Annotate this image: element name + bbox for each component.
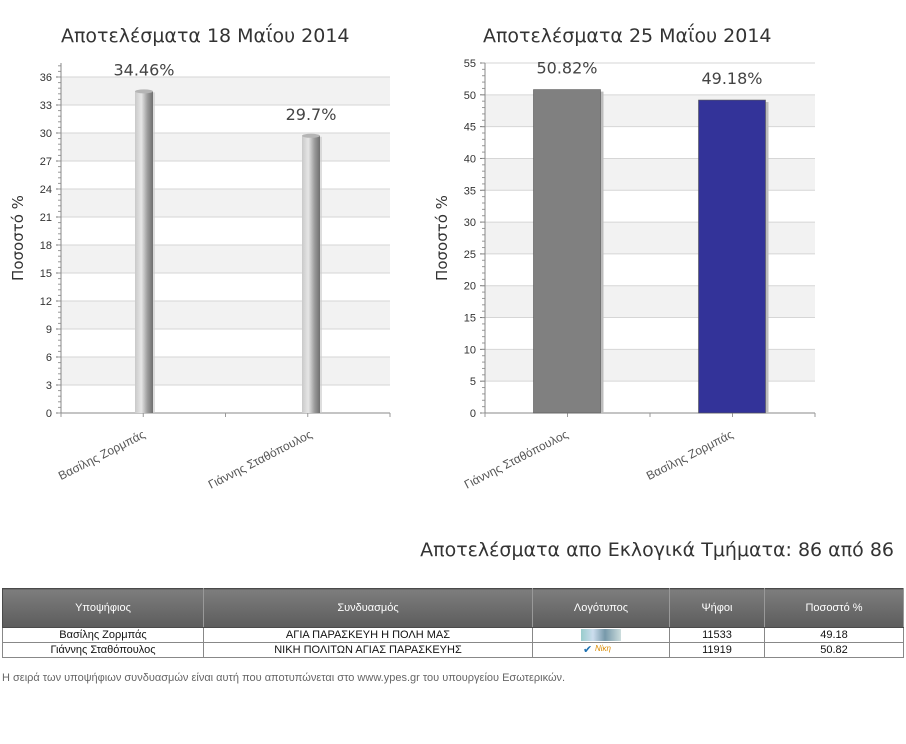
percent-cell: 50.82 — [764, 642, 904, 658]
y-tick-label: 12 — [40, 296, 52, 308]
x-category-label: Βασίλης Ζορμπάς — [644, 427, 736, 483]
y-tick-label: 35 — [464, 185, 476, 197]
y-tick-label: 18 — [40, 240, 52, 252]
plot-band — [61, 273, 390, 301]
bar-cap — [302, 133, 320, 138]
data-label: 29.7% — [286, 105, 337, 124]
plot-band — [61, 385, 390, 413]
y-tick-label: 25 — [464, 249, 476, 261]
plot-band — [61, 161, 390, 189]
y-axis-title: Ποσοστό % — [9, 195, 27, 281]
y-tick-label: 15 — [464, 313, 476, 325]
column-header-votes: Ψήφοι — [669, 588, 765, 628]
y-tick-label: 50 — [464, 90, 476, 102]
y-tick-label: 30 — [464, 217, 476, 229]
y-tick-label: 45 — [464, 122, 476, 134]
y-tick-label: 40 — [464, 153, 476, 165]
column-header-party: Συνδυασμός — [203, 588, 533, 628]
plot-band — [61, 301, 390, 329]
table-row: Βασίλης Ζορμπάς ΑΓΙΑ ΠΑΡΑΣΚΕΥΗ Η ΠΟΛΗ ΜΑ… — [2, 627, 904, 643]
data-label: 50.82% — [536, 59, 597, 78]
y-tick-label: 21 — [40, 212, 52, 224]
results-header-row: Υποψήφιος Συνδυασμός Λογότυπος Ψήφοι Ποσ… — [2, 588, 904, 628]
y-tick-label: 55 — [464, 58, 476, 70]
x-category-label: Βασίλης Ζορμπάς — [56, 427, 148, 483]
plot-band — [61, 329, 390, 357]
votes-cell: 11533 — [669, 627, 765, 643]
percent-cell: 49.18 — [764, 627, 904, 643]
y-tick-label: 30 — [40, 128, 52, 140]
y-tick-label: 36 — [40, 72, 52, 84]
y-tick-label: 9 — [46, 324, 52, 336]
y-tick-label: 10 — [464, 344, 476, 356]
plot-band — [61, 357, 390, 385]
results-heading: Αποτελέσματα απο Εκλογικά Τμήματα: 86 απ… — [420, 539, 894, 561]
plot-band — [61, 245, 390, 273]
column-header-logo: Λογότυπος — [532, 588, 670, 628]
data-label: 34.46% — [113, 60, 174, 79]
y-tick-label: 3 — [46, 380, 52, 392]
plot-band — [61, 63, 390, 77]
y-tick-label: 27 — [40, 156, 52, 168]
candidate-cell: Γιάννης Σταθόπουλος — [2, 642, 204, 658]
bar-cap — [135, 89, 153, 94]
bar — [302, 135, 320, 414]
plot-band — [61, 77, 390, 105]
x-category-label: Γιάννης Σταθόπουλος — [206, 427, 315, 492]
party-logo-photo-icon — [581, 629, 621, 642]
party-cell: ΑΓΙΑ ΠΑΡΑΣΚΕΥΗ Η ΠΟΛΗ ΜΑΣ — [203, 627, 533, 643]
party-logo-check-icon: ✔ Νίκη — [583, 644, 611, 657]
column-header-percent: Ποσοστό % — [764, 588, 904, 628]
votes-cell: 11919 — [669, 642, 765, 658]
x-category-label: Γιάννης Σταθόπουλος — [462, 427, 571, 492]
y-axis-title: Ποσοστό % — [433, 195, 451, 281]
bar — [135, 91, 153, 413]
y-tick-label: 20 — [464, 281, 476, 293]
y-tick-label: 24 — [40, 184, 52, 196]
chart-title: Αποτελέσματα 18 Μαΐου 2014 — [61, 23, 350, 47]
chart-title: Αποτελέσματα 25 Μαΐου 2014 — [483, 23, 772, 47]
chart-may-25: 0 5 10 15 20 25 30 35 40 45 50 55 50.82% Γιάννης Σταθ… — [433, 23, 816, 492]
table-row: Γιάννης Σταθόπουλος ΝΙΚΗ ΠΟΛΙΤΩΝ ΑΓΙΑΣ Π… — [2, 642, 904, 658]
plot-band — [61, 217, 390, 245]
logo-cell — [532, 627, 670, 643]
y-tick-label: 0 — [46, 408, 52, 420]
bar — [698, 99, 766, 414]
logo-cell: ✔ Νίκη — [532, 642, 670, 658]
bar — [533, 89, 601, 414]
column-header-candidate: Υποψήφιος — [2, 588, 204, 628]
plot-band — [61, 133, 390, 161]
y-tick-label: 15 — [40, 268, 52, 280]
results-table: Υποψήφιος Συνδυασμός Λογότυπος Ψήφοι Ποσ… — [2, 588, 904, 658]
plot-band — [61, 105, 390, 133]
data-label: 49.18% — [701, 69, 762, 88]
y-tick-label: 33 — [40, 100, 52, 112]
y-tick-label: 6 — [46, 352, 52, 364]
y-tick-label: 0 — [470, 408, 476, 420]
party-logo-text: Νίκη — [595, 644, 611, 654]
footnote: Η σειρά των υποψήφιων συνδυασμών είναι α… — [2, 672, 566, 684]
plot-band — [61, 189, 390, 217]
candidate-cell: Βασίλης Ζορμπάς — [2, 627, 204, 643]
party-cell: ΝΙΚΗ ΠΟΛΙΤΩΝ ΑΓΙΑΣ ΠΑΡΑΣΚΕΥΗΣ — [203, 642, 533, 658]
y-tick-label: 5 — [470, 376, 476, 388]
